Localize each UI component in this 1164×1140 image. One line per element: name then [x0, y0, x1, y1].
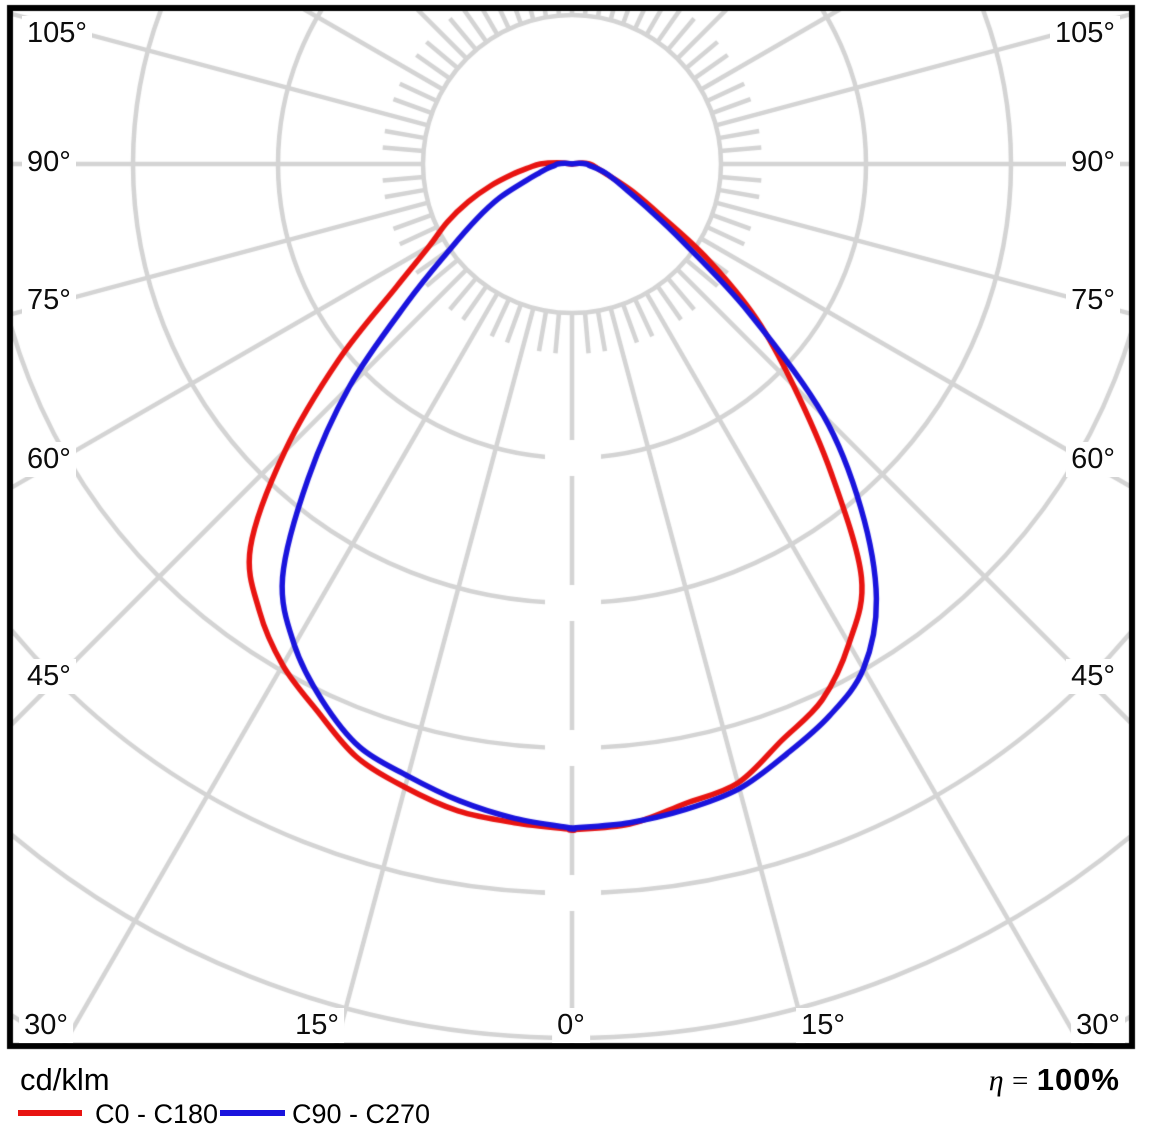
angle-label-bottom-30l: 30° — [19, 1008, 73, 1043]
angle-label-right-45: 45° — [1066, 659, 1120, 694]
eta-equals: = — [1012, 1065, 1029, 1097]
angle-label-right-105: 105° — [1050, 16, 1120, 51]
angle-label-bottom-0: 0° — [552, 1008, 590, 1043]
eta-symbol: η — [988, 1064, 1004, 1097]
angle-label-left-60: 60° — [22, 442, 76, 477]
efficiency-readout: η = 100% — [989, 1062, 1120, 1098]
unit-label: cd/klm — [20, 1062, 110, 1097]
angle-label-bottom-30r: 30° — [1071, 1008, 1125, 1043]
angle-label-left-45: 45° — [22, 659, 76, 694]
angle-label-right-90: 90° — [1066, 145, 1120, 180]
legend-label-c0-c180: C0 - C180 — [95, 1099, 219, 1129]
angle-label-right-60: 60° — [1066, 442, 1120, 477]
legend-line-c90-c270 — [220, 1110, 285, 1116]
angle-label-left-75: 75° — [22, 283, 76, 318]
eta-value: 100% — [1036, 1062, 1120, 1097]
angle-label-right-75: 75° — [1066, 283, 1120, 318]
angle-label-left-90: 90° — [22, 145, 76, 180]
legend-label-c90-c270: C90 - C270 — [292, 1099, 431, 1129]
angle-label-bottom-15l: 15° — [290, 1008, 344, 1043]
angle-label-left-105: 105° — [22, 16, 92, 51]
angle-label-bottom-15r: 15° — [796, 1008, 850, 1043]
legend-line-c0-c180 — [18, 1110, 82, 1116]
